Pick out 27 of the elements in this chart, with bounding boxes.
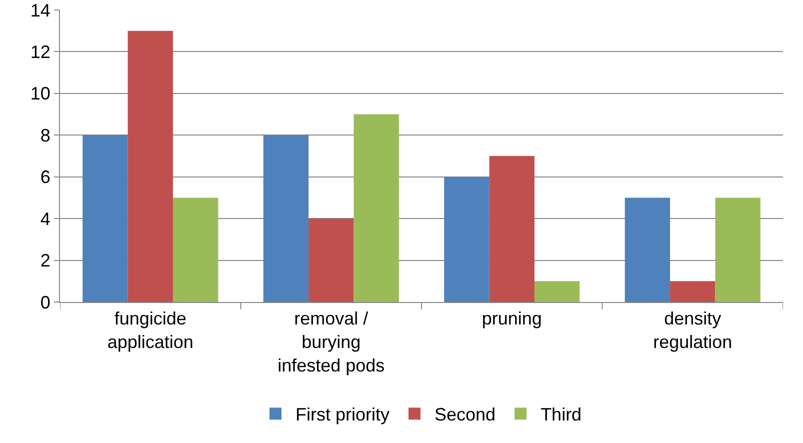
bar <box>670 281 716 302</box>
y-tick-label: 4 <box>40 208 50 229</box>
y-tick-label: 12 <box>30 42 50 62</box>
x-tick-label: fungicide application <box>107 308 194 352</box>
y-tick-label: 0 <box>40 292 50 312</box>
legend-label: Third <box>540 404 582 425</box>
y-tick-label: 6 <box>40 167 50 188</box>
y-tick-label: 2 <box>40 250 50 271</box>
x-tick-label: removal / burying infested pods <box>278 308 385 376</box>
bar <box>534 281 580 302</box>
legend-label: First priority <box>296 404 390 425</box>
y-tick-label: 10 <box>30 84 50 104</box>
bar <box>354 114 399 302</box>
bar <box>624 198 670 302</box>
x-tick-label: pruning <box>482 308 542 329</box>
y-tick-label: 14 <box>30 0 50 20</box>
bar <box>263 135 309 302</box>
bar <box>444 176 490 302</box>
bar <box>489 156 534 302</box>
bar <box>308 218 354 302</box>
x-tick-label: density regulation <box>653 308 732 352</box>
bar <box>172 198 218 302</box>
bar <box>82 135 128 302</box>
legend-label: Second <box>434 404 496 425</box>
bar <box>128 30 173 302</box>
bar <box>715 198 760 302</box>
y-tick-label: 8 <box>40 125 50 146</box>
